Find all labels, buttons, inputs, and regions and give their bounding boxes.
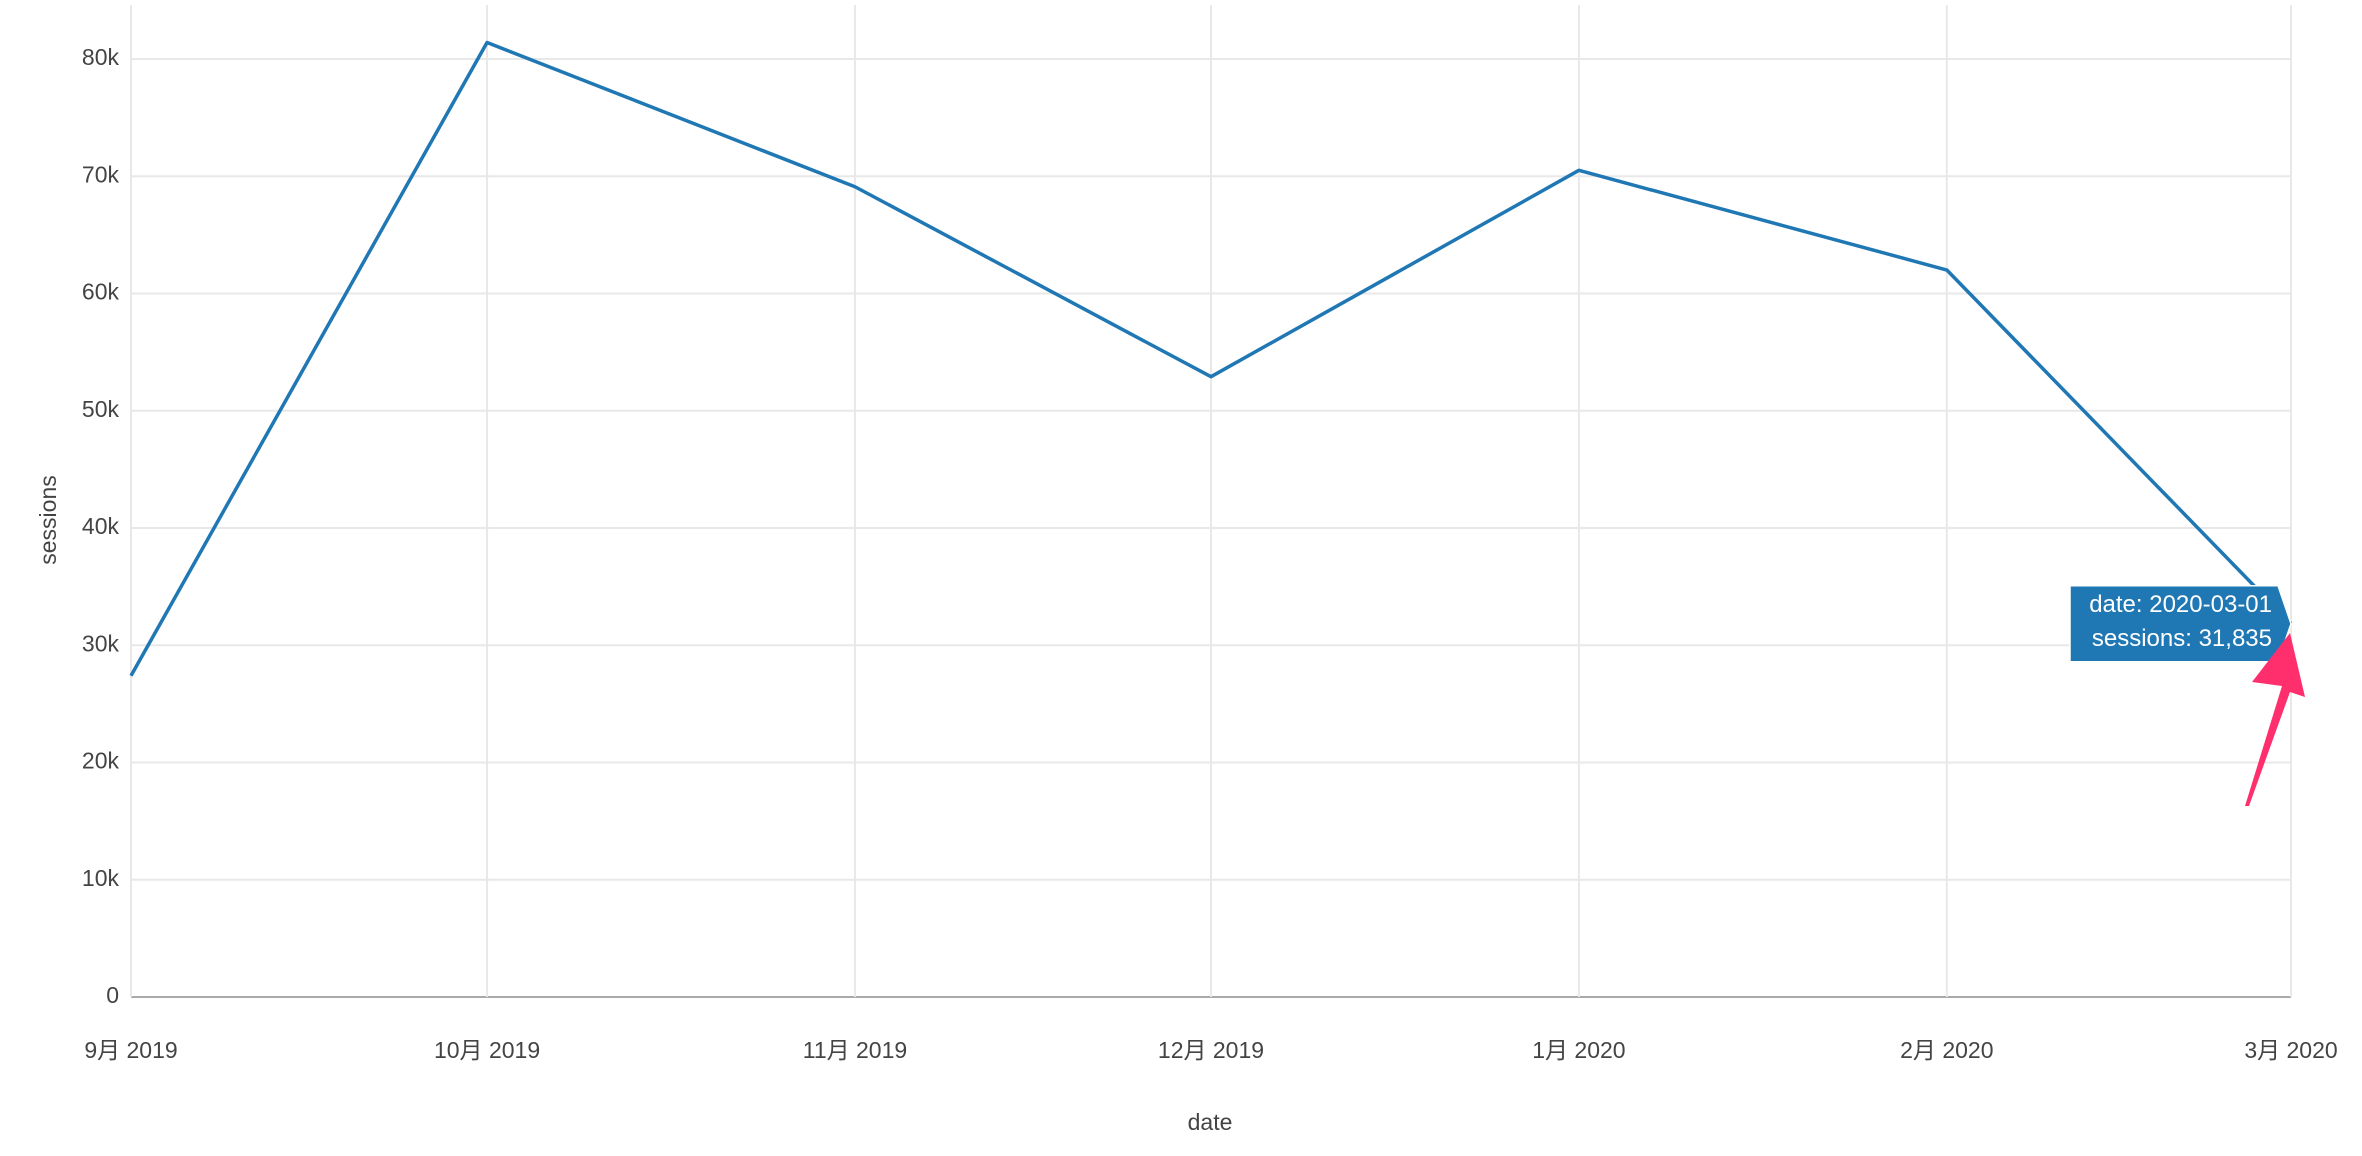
x-tick-label: 9月 2019 <box>84 1037 177 1063</box>
y-tick-label: 50k <box>82 396 120 422</box>
y-tick-label: 10k <box>82 865 120 891</box>
y-tick-label: 20k <box>82 748 120 774</box>
x-tick-label: 10月 2019 <box>434 1037 540 1063</box>
x-tick-label: 1月 2020 <box>1532 1037 1625 1063</box>
y-tick-label: 40k <box>82 513 120 539</box>
line <box>129 40 2293 677</box>
tooltip-text: sessions: 31,835 <box>2092 625 2272 652</box>
annotation-arrow <box>2245 633 2305 806</box>
y-tick-label: 30k <box>82 630 120 656</box>
y-axis-title: sessions <box>35 475 61 564</box>
x-tick-label: 12月 2019 <box>1158 1037 1264 1063</box>
tooltip-text: date: 2020-03-01 <box>2089 591 2272 618</box>
y-tick-label: 70k <box>82 161 120 187</box>
x-axis-title: date <box>1188 1109 1233 1135</box>
y-tick-label: 80k <box>82 44 120 70</box>
y-tick-label: 0 <box>106 982 119 1008</box>
x-tick-label: 2月 2020 <box>1900 1037 1993 1063</box>
x-tick-label: 3月 2020 <box>2244 1037 2337 1063</box>
x-tick-label: 11月 2019 <box>803 1037 907 1063</box>
y-tick-label: 60k <box>82 279 120 305</box>
